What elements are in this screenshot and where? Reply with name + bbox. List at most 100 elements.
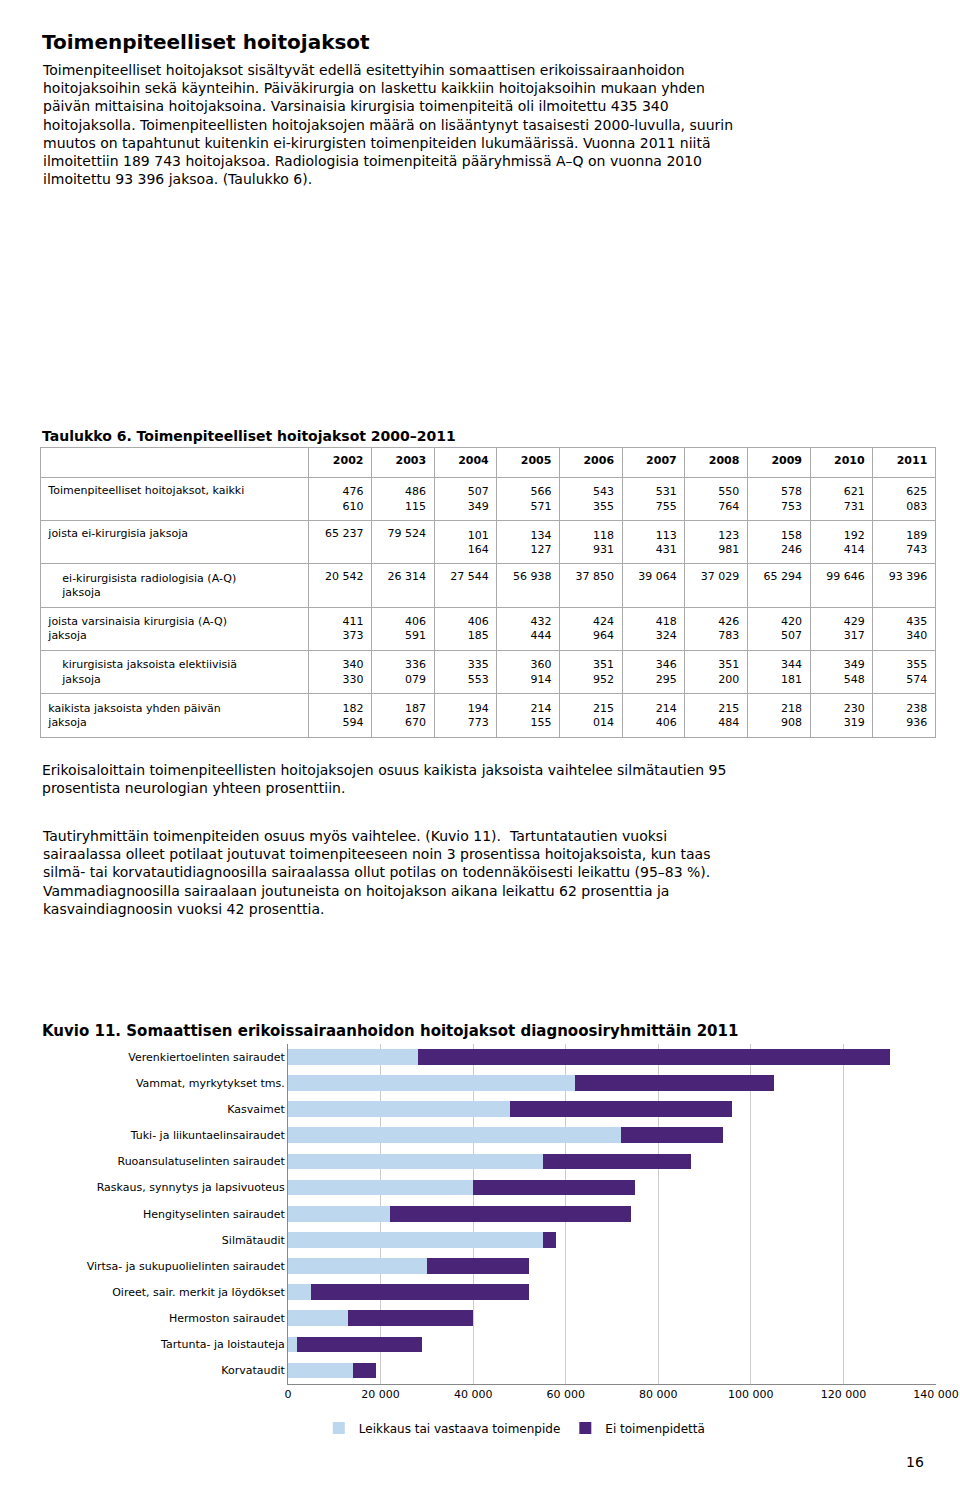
svg-text:351952: 351952	[593, 658, 614, 685]
svg-text:2004: 2004	[458, 454, 489, 467]
svg-text:2007: 2007	[646, 454, 677, 467]
svg-text:65 237: 65 237	[325, 527, 364, 540]
svg-text:Verenkiertoelinten sairaudet: Verenkiertoelinten sairaudet	[128, 1051, 285, 1064]
svg-text:420507: 420507	[781, 615, 802, 642]
svg-text:406591: 406591	[405, 615, 426, 642]
svg-text:Oireet, sair. merkit ja löydök: Oireet, sair. merkit ja löydökset	[112, 1286, 285, 1299]
svg-text:2011: 2011	[897, 454, 928, 467]
svg-text:507349: 507349	[468, 485, 489, 512]
svg-text:189743: 189743	[906, 529, 927, 556]
svg-text:Erikoisaloittain toimenpiteell: Erikoisaloittain toimenpiteellisten hoit…	[42, 762, 726, 796]
svg-text:238936: 238936	[906, 702, 927, 729]
svg-text:418324: 418324	[656, 615, 677, 642]
svg-text:79 524: 79 524	[388, 527, 427, 540]
svg-text:215014: 215014	[593, 702, 614, 729]
svg-text:Kasvaimet: Kasvaimet	[227, 1103, 285, 1116]
svg-text:566571: 566571	[530, 485, 551, 512]
svg-text:360914: 360914	[530, 658, 551, 685]
svg-text:531755: 531755	[656, 485, 677, 512]
svg-text:351200: 351200	[718, 658, 739, 685]
svg-text:336079: 336079	[405, 658, 426, 685]
svg-text:kirurgisista jaksoista elektii: kirurgisista jaksoista elektiivisiä jaks…	[48, 658, 237, 685]
svg-text:Vammat, myrkytykset tms.: Vammat, myrkytykset tms.	[136, 1077, 285, 1090]
svg-text:Tautiryhmittäin toimenpiteiden: Tautiryhmittäin toimenpiteiden osuus myö…	[42, 828, 710, 917]
svg-text:182594: 182594	[342, 702, 363, 729]
svg-text:344181: 344181	[781, 658, 802, 685]
svg-text:134127: 134127	[530, 529, 551, 556]
svg-text:93 396: 93 396	[889, 570, 928, 583]
svg-text:ei-kirurgisista radiologisia (: ei-kirurgisista radiologisia (A-Q) jakso…	[48, 572, 236, 599]
svg-text:27 544: 27 544	[450, 570, 489, 583]
svg-text:Toimenpiteelliset hoitojaksot: Toimenpiteelliset hoitojaksot sisältyvät…	[42, 62, 733, 187]
svg-text:2005: 2005	[521, 454, 552, 467]
svg-text:Toimenpiteelliset hoitojaksot: Toimenpiteelliset hoitojaksot	[42, 30, 370, 54]
svg-text:424964: 424964	[593, 615, 614, 642]
svg-text:230319: 230319	[844, 702, 865, 729]
svg-text:Silmätaudit: Silmätaudit	[222, 1234, 286, 1247]
svg-text:Korvataudit: Korvataudit	[221, 1364, 285, 1377]
svg-text:100 000: 100 000	[728, 1388, 774, 1401]
svg-text:40 000: 40 000	[454, 1388, 493, 1401]
svg-text:349548: 349548	[844, 658, 865, 685]
svg-text:39 064: 39 064	[638, 570, 677, 583]
svg-text:26 314: 26 314	[388, 570, 427, 583]
svg-text:158246: 158246	[781, 529, 802, 556]
svg-text:578753: 578753	[781, 485, 802, 512]
svg-text:2003: 2003	[395, 454, 426, 467]
svg-text:60 000: 60 000	[546, 1388, 585, 1401]
svg-text:543355: 543355	[593, 485, 614, 512]
svg-text:486115: 486115	[405, 485, 426, 512]
svg-text:Leikkaus tai vastaava toimenpi: Leikkaus tai vastaava toimenpide	[359, 1422, 561, 1436]
svg-text:0: 0	[285, 1388, 292, 1401]
svg-text:Kuvio 11. Somaattisen erikoiss: Kuvio 11. Somaattisen erikoissairaanhoid…	[42, 1022, 738, 1040]
svg-text:340330: 340330	[342, 658, 363, 685]
svg-text:2002: 2002	[333, 454, 364, 467]
svg-text:432444: 432444	[530, 615, 551, 642]
svg-text:346295: 346295	[656, 658, 677, 685]
svg-text:99 646: 99 646	[826, 570, 865, 583]
svg-text:621731: 621731	[844, 485, 865, 512]
svg-text:Tartunta- ja loistauteja: Tartunta- ja loistauteja	[160, 1338, 285, 1351]
svg-text:215484: 215484	[718, 702, 739, 729]
svg-text:476610: 476610	[342, 485, 363, 512]
svg-text:joista varsinaisia kirurgisia: joista varsinaisia kirurgisia (A-Q)jakso…	[47, 615, 227, 642]
svg-text:426783: 426783	[718, 615, 739, 642]
svg-text:2008: 2008	[709, 454, 740, 467]
svg-text:Tuki- ja liikuntaelinsairaudet: Tuki- ja liikuntaelinsairaudet	[130, 1129, 286, 1142]
svg-text:20 000: 20 000	[361, 1388, 400, 1401]
svg-text:Toimenpiteelliset hoitojaksot,: Toimenpiteelliset hoitojaksot, kaikki	[47, 484, 244, 497]
svg-text:Raskaus, synnytys ja lapsivuot: Raskaus, synnytys ja lapsivuoteus	[97, 1181, 285, 1194]
svg-text:335553: 335553	[468, 658, 489, 685]
svg-text:406185: 406185	[468, 615, 489, 642]
svg-text:192414: 192414	[844, 529, 865, 556]
svg-text:113431: 113431	[656, 529, 677, 556]
svg-text:355574: 355574	[906, 658, 927, 685]
svg-text:218908: 218908	[781, 702, 802, 729]
svg-text:2010: 2010	[834, 454, 865, 467]
svg-text:101164: 101164	[468, 529, 489, 556]
svg-text:625083: 625083	[906, 485, 927, 512]
svg-text:194773: 194773	[468, 702, 489, 729]
svg-text:435340: 435340	[906, 615, 927, 642]
svg-text:Ruoansulatuselinten sairaudet: Ruoansulatuselinten sairaudet	[117, 1155, 285, 1168]
svg-text:kaikista jaksoista yhden päivä: kaikista jaksoista yhden päivänjaksoja	[47, 702, 220, 729]
svg-text:140 000: 140 000	[913, 1388, 959, 1401]
svg-text:Taulukko 6. Toimenpiteelliset: Taulukko 6. Toimenpiteelliset hoitojakso…	[42, 428, 456, 444]
svg-text:2006: 2006	[583, 454, 614, 467]
svg-text:56 938: 56 938	[513, 570, 552, 583]
svg-text:20 542: 20 542	[325, 570, 364, 583]
svg-text:37 850: 37 850	[576, 570, 615, 583]
svg-text:Hengityselinten sairaudet: Hengityselinten sairaudet	[143, 1208, 286, 1221]
svg-text:120 000: 120 000	[821, 1388, 867, 1401]
svg-text:550764: 550764	[718, 485, 739, 512]
svg-text:118931: 118931	[593, 529, 614, 556]
svg-text:Ei toimenpidettä: Ei toimenpidettä	[605, 1422, 705, 1436]
svg-text:37 029: 37 029	[701, 570, 740, 583]
svg-text:Hermoston sairaudet: Hermoston sairaudet	[169, 1312, 286, 1325]
svg-text:Virtsa- ja sukupuolielinten sa: Virtsa- ja sukupuolielinten sairaudet	[87, 1260, 286, 1273]
svg-text:411373: 411373	[342, 615, 363, 642]
svg-text:80 000: 80 000	[639, 1388, 678, 1401]
svg-text:2009: 2009	[771, 454, 802, 467]
svg-text:123981: 123981	[718, 529, 739, 556]
svg-text:187670: 187670	[405, 702, 426, 729]
